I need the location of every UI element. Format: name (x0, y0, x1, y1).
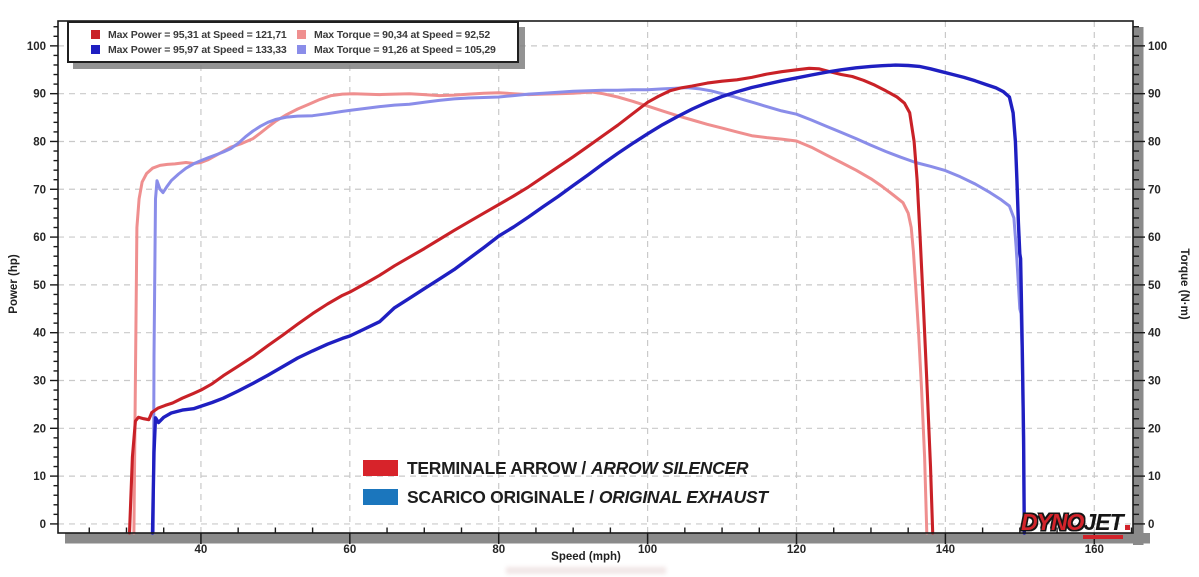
x-tick-label: 160 (1085, 544, 1104, 556)
dynojet-logo: DYNOJET (1021, 509, 1130, 539)
legend-label-arrow-torque: Max Torque = 90,34 at Speed = 92,52 (314, 28, 491, 41)
plot-border (57, 20, 1134, 534)
x-tick-label: 140 (936, 544, 955, 556)
y-tick-label-left: 0 (40, 519, 46, 531)
y-tick-label-left: 30 (33, 375, 46, 387)
y-tick-label-right: 10 (1148, 471, 1161, 483)
y-tick-label-left: 50 (33, 280, 46, 292)
annotation-label-original: SCARICO ORIGINALE / ORIGINAL EXHAUST (407, 486, 768, 507)
x-tick-label: 120 (787, 544, 806, 556)
exhaust-annotations: TERMINALE ARROW / ARROW SILENCER SCARICO … (363, 456, 768, 514)
x-tick-label: 100 (638, 544, 657, 556)
legend-item-arrow-torque: Max Torque = 90,34 at Speed = 92,52 (297, 29, 509, 41)
y-axis-title-torque: Torque (N·m) (1178, 248, 1190, 320)
plot-shadow-right (1133, 27, 1144, 545)
annotation-swatch-arrow (363, 460, 398, 476)
legend-swatch-original-power (91, 45, 100, 54)
y-axis-title-power: Power (hp) (8, 254, 20, 314)
plot-shadow-bottom (65, 533, 1150, 544)
legend-box: Max Power = 95,31 at Speed = 121,71 Max … (67, 21, 519, 63)
legend-swatch-original-torque (297, 45, 306, 54)
annotation-swatch-original (363, 489, 398, 505)
y-tick-label-right: 30 (1148, 375, 1161, 387)
y-tick-label-left: 80 (33, 136, 46, 148)
x-tick-label: 80 (492, 544, 505, 556)
x-tick-label: 60 (343, 544, 356, 556)
y-tick-label-right: 90 (1148, 89, 1161, 101)
legend-item-arrow-power: Max Power = 95,31 at Speed = 121,71 (91, 29, 297, 41)
x-tick-label: 40 (195, 544, 208, 556)
series-arrow-torque-curve (132, 90, 929, 535)
legend-label-original-power: Max Power = 95,97 at Speed = 133,33 (108, 43, 287, 56)
annotation-original: SCARICO ORIGINALE / ORIGINAL EXHAUST (363, 485, 768, 509)
y-tick-label-right: 80 (1148, 136, 1161, 148)
y-tick-label-right: 70 (1148, 184, 1161, 196)
y-tick-label-left: 90 (33, 89, 46, 101)
y-tick-label-left: 60 (33, 232, 46, 244)
y-tick-label-left: 10 (33, 471, 46, 483)
logo-dot (1124, 525, 1130, 530)
y-tick-label-left: 70 (33, 184, 46, 196)
y-tick-label-left: 40 (33, 328, 46, 340)
y-tick-label-right: 20 (1148, 423, 1161, 435)
watermark-smudge (506, 567, 666, 574)
series-original-power-curve (150, 63, 1027, 535)
annotation-arrow: TERMINALE ARROW / ARROW SILENCER (363, 456, 768, 480)
series-arrow-power-curve (127, 66, 935, 535)
series-original-torque-curve (151, 86, 1026, 535)
legend-swatch-arrow-power (91, 30, 100, 39)
y-tick-label-left: 20 (33, 423, 46, 435)
legend-item-original-torque: Max Torque = 91,26 at Speed = 105,29 (297, 44, 509, 56)
x-axis-title-speed: Speed (mph) (551, 551, 621, 563)
y-tick-label-right: 100 (1148, 41, 1167, 53)
legend-label-arrow-power: Max Power = 95,31 at Speed = 121,71 (108, 28, 287, 41)
logo-jet-text: JET (1083, 509, 1124, 539)
logo-dyno-text: DYNO (1021, 509, 1084, 535)
y-tick-label-right: 50 (1148, 280, 1161, 292)
y-tick-label-right: 0 (1148, 519, 1154, 531)
y-tick-label-right: 60 (1148, 232, 1161, 244)
y-tick-label-left: 100 (27, 41, 46, 53)
annotation-label-arrow: TERMINALE ARROW / ARROW SILENCER (407, 457, 749, 478)
legend-swatch-arrow-torque (297, 30, 306, 39)
legend-label-original-torque: Max Torque = 91,26 at Speed = 105,29 (314, 43, 496, 56)
y-tick-label-right: 40 (1148, 328, 1161, 340)
legend-item-original-power: Max Power = 95,97 at Speed = 133,33 (91, 44, 297, 56)
plot-background (58, 21, 1133, 533)
